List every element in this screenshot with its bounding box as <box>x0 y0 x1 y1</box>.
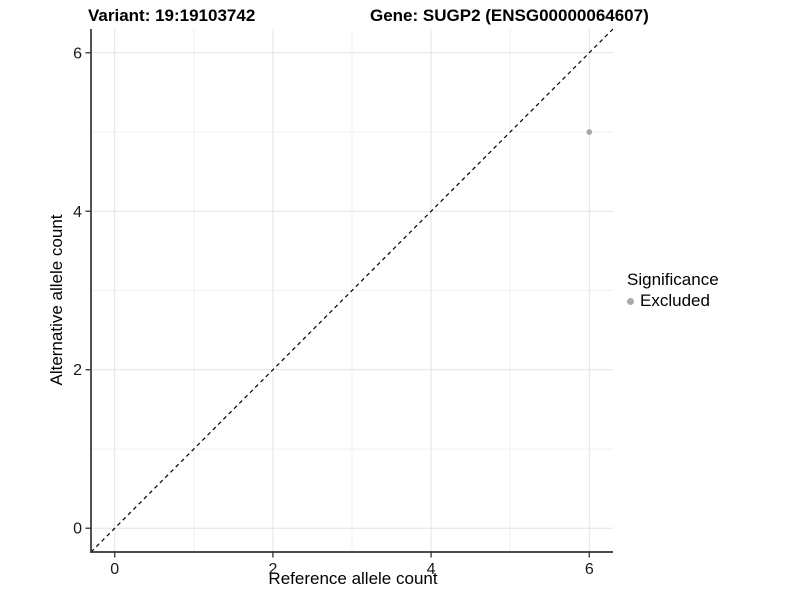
data-points <box>586 129 593 135</box>
legend-item-excluded: Excluded <box>627 291 719 311</box>
x-axis-title: Reference allele count <box>268 569 438 588</box>
tick-label: 6 <box>73 45 82 62</box>
tick-label: 0 <box>110 561 119 578</box>
grid-major-lines <box>91 29 613 552</box>
gene-title: Gene: SUGP2 (ENSG00000064607) <box>370 6 649 25</box>
legend: Significance Excluded <box>627 270 719 311</box>
tick-label: 4 <box>427 561 436 578</box>
legend-item-label: Excluded <box>640 291 710 310</box>
axis-lines <box>90 29 613 553</box>
variant-title: Variant: 19:19103742 <box>88 6 256 25</box>
tick-label: 6 <box>585 561 594 578</box>
axis-ticks <box>85 52 590 558</box>
tick-label: 0 <box>73 521 82 538</box>
excluded-point-icon <box>627 297 634 305</box>
data-point <box>586 129 593 135</box>
legend-title: Significance <box>627 270 719 289</box>
tick-labels: 0 2 4 6 0 2 4 6 <box>73 45 594 578</box>
tick-label: 2 <box>268 561 277 578</box>
identity-dashed-line <box>90 28 614 553</box>
tick-label: 4 <box>73 204 82 221</box>
tick-label: 2 <box>73 362 82 379</box>
